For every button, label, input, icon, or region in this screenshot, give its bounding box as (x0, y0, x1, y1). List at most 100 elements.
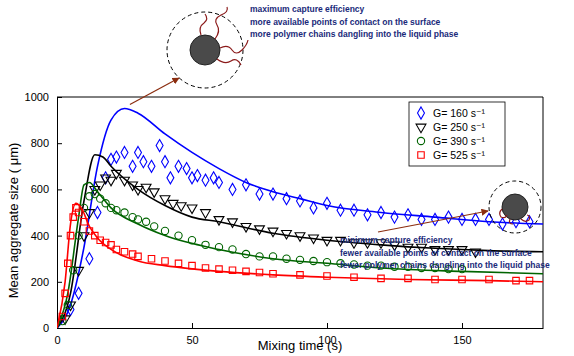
plot-frame (57, 97, 543, 98)
data-point (270, 270, 276, 276)
data-point (526, 277, 532, 283)
legend-label: G= 390 s⁻¹ (433, 135, 485, 147)
x-tick-label: 150 (453, 334, 471, 346)
data-point (156, 139, 163, 151)
polymer-chain (215, 7, 227, 39)
data-point (194, 170, 201, 182)
capture-zone (489, 181, 541, 233)
polymer-chain (521, 215, 530, 221)
data-point (135, 146, 142, 158)
y-tick-mark (57, 282, 62, 283)
annotation: more polymer chains dangling into the li… (250, 29, 459, 39)
chart: 05010015002004006008001000Mixing time (s… (0, 0, 574, 356)
x-axis-line (58, 328, 544, 329)
data-point (161, 227, 168, 234)
data-point (310, 257, 317, 264)
y-tick-label: 600 (31, 183, 49, 195)
arrow (130, 78, 179, 105)
data-point (113, 151, 120, 163)
data-point (121, 209, 128, 216)
data-point (256, 188, 263, 200)
data-point (323, 259, 330, 266)
data-point (149, 189, 159, 198)
plot-frame (543, 97, 544, 328)
x-axis-title: Mixing time (s) (258, 338, 343, 353)
data-point (95, 182, 105, 191)
y-tick-label: 200 (31, 276, 49, 288)
legend-symbol (418, 107, 425, 119)
polymer-chain (509, 219, 513, 224)
data-point (187, 205, 197, 214)
legend-label: G= 160 s⁻¹ (433, 107, 485, 119)
data-point (472, 213, 479, 225)
data-point (162, 156, 169, 168)
y-tick-mark (57, 189, 62, 190)
data-point (486, 276, 492, 282)
y-tick-label: 0 (43, 322, 49, 334)
y-tick-mark (57, 143, 62, 144)
data-point (167, 172, 174, 184)
data-point (75, 287, 82, 299)
fit-line (57, 155, 543, 328)
y-tick-mark (57, 328, 62, 329)
annotation: fewer available points of contact on the… (340, 248, 532, 258)
data-point (151, 223, 158, 230)
data-point (283, 255, 290, 262)
data-point (296, 256, 303, 263)
x-tick-label: 50 (186, 334, 198, 346)
data-point (175, 260, 181, 266)
data-point (486, 213, 493, 225)
fit-line (57, 109, 543, 328)
legend-symbol (418, 152, 424, 158)
data-point (324, 273, 330, 279)
illustrations (130, 7, 541, 233)
legend: G= 160 s⁻¹G= 250 s⁻¹G= 390 s⁻¹G= 525 s⁻¹ (409, 102, 505, 166)
polymer-chain (500, 209, 507, 218)
x-tick-label: 0 (54, 334, 60, 346)
y-tick: 1000 (25, 91, 62, 103)
data-point (432, 213, 439, 225)
data-point (86, 253, 93, 265)
y-tick-label: 800 (31, 137, 49, 149)
data-point (201, 210, 211, 219)
y-tick: 200 (31, 276, 62, 288)
annotation: minimum capture efficiency (340, 235, 453, 245)
data-point (121, 146, 128, 158)
data-point (140, 156, 147, 168)
y-tick: 600 (31, 183, 62, 195)
data-point (129, 160, 136, 172)
polymer-chain (220, 40, 248, 53)
y-axis: 0 200 400 600 800 1000 (25, 91, 62, 334)
data-point (229, 183, 236, 195)
annotation: more available points of contact on the … (250, 17, 441, 27)
data-point (162, 258, 168, 264)
x-tick-mark (327, 323, 328, 328)
data-point (270, 188, 277, 200)
y-tick-label: 400 (31, 230, 49, 242)
x-tick-mark (192, 323, 193, 328)
data-point (106, 177, 116, 186)
legend-box (409, 102, 505, 166)
annotation: maximum capture efficiency (250, 4, 365, 14)
y-axis-line (57, 98, 58, 329)
y-tick-label: 1000 (25, 91, 49, 103)
data-point (202, 174, 209, 186)
data-point (175, 232, 182, 239)
legend-symbol (417, 137, 424, 144)
annotation: fewer polymer chains dangling into the l… (340, 260, 550, 270)
data-point (142, 218, 149, 225)
data-point (216, 176, 223, 188)
data-point (148, 255, 154, 261)
data-point (121, 249, 127, 255)
y-tick-mark (57, 236, 62, 237)
plot-area (57, 109, 543, 328)
data-point (322, 237, 332, 246)
data-point (75, 209, 81, 215)
data-point (148, 160, 155, 172)
data-point (175, 160, 182, 172)
legend-symbol (416, 124, 426, 133)
legend-label: G= 250 s⁻¹ (433, 121, 485, 133)
data-point (324, 197, 331, 209)
y-tick: 800 (31, 137, 62, 149)
data-point (94, 206, 101, 218)
